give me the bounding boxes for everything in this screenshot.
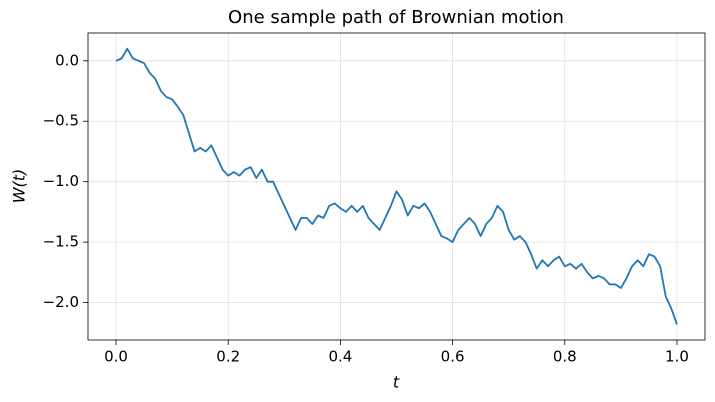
x-tick-label: 0.4 <box>328 348 352 366</box>
y-axis-label: W(t) <box>10 169 29 204</box>
x-tick-label: 1.0 <box>665 348 689 366</box>
y-tick-label: −1.0 <box>43 172 79 190</box>
axes-frame <box>87 32 706 341</box>
data-line <box>115 47 678 325</box>
y-tick-label: −0.5 <box>43 112 79 130</box>
y-tick-label: −2.0 <box>43 293 79 311</box>
x-axis-label: t <box>393 373 400 392</box>
y-tick-label: −1.5 <box>43 233 79 251</box>
x-tick-label: 0.0 <box>104 348 128 366</box>
x-tick-label: 0.2 <box>216 348 240 366</box>
x-tick-label: 0.6 <box>441 348 465 366</box>
y-tick-label: 0.0 <box>55 51 79 69</box>
chart-title: One sample path of Brownian motion <box>228 7 564 28</box>
x-tick-label: 0.8 <box>553 348 577 366</box>
